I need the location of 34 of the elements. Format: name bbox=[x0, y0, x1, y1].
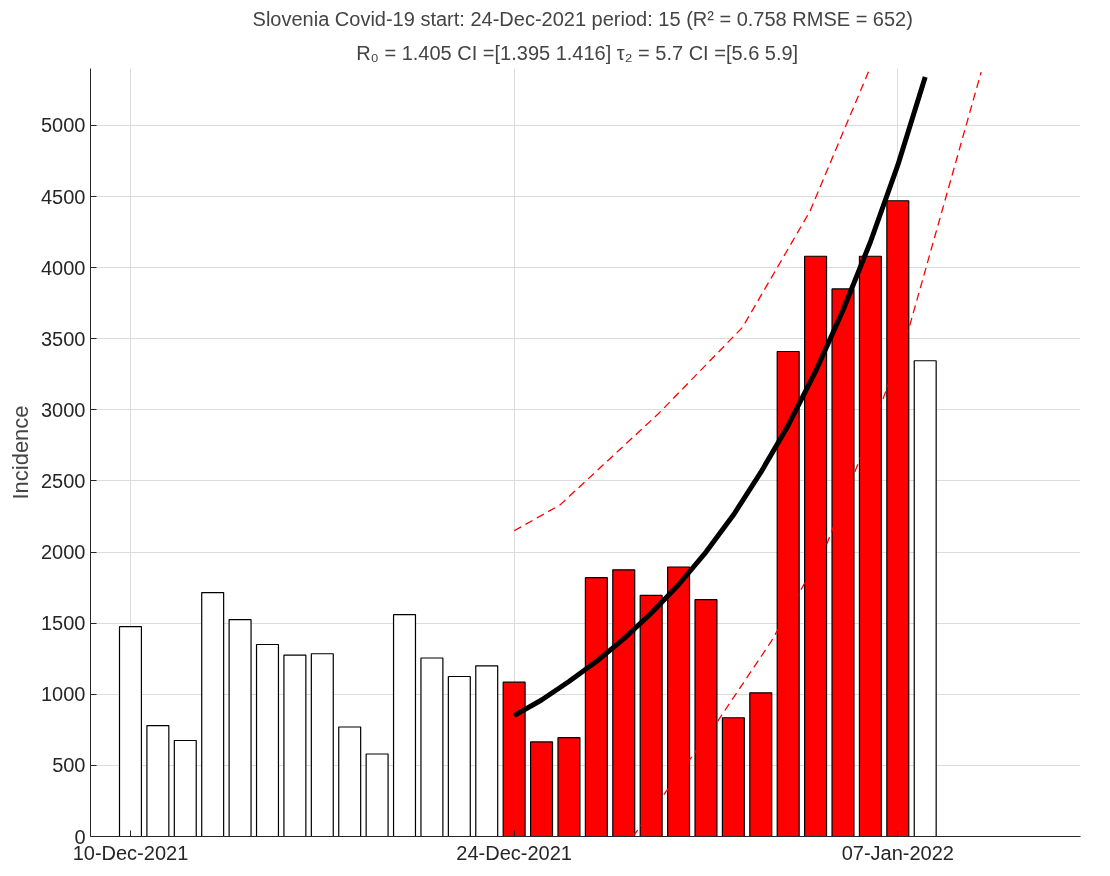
y-tick-label: 1500 bbox=[41, 612, 86, 635]
bar bbox=[475, 665, 499, 837]
y-tick-label: 3000 bbox=[41, 398, 86, 421]
bar bbox=[365, 753, 389, 837]
x-tick-label: 07-Jan-2022 bbox=[841, 841, 954, 864]
bar bbox=[338, 726, 362, 837]
bar bbox=[146, 724, 170, 837]
y-tick-label: 4500 bbox=[41, 185, 86, 208]
bar bbox=[447, 675, 471, 837]
y-axis-title: Incidence bbox=[8, 405, 34, 500]
bar bbox=[255, 643, 280, 837]
bar bbox=[118, 626, 143, 837]
chart-subtitle: R₀ = 1.405 CI =[1.395 1.416] τ₂ = 5.7 CI =[5.6 5.9] bbox=[356, 41, 799, 64]
y-tick-label: 2000 bbox=[41, 541, 86, 564]
line-series bbox=[513, 69, 870, 532]
chart-title: Slovenia Covid-19 start: 24-Dec-2021 period: 15 (R² = 0.758 RMSE = 652) bbox=[252, 7, 913, 30]
y-tick-label: 1000 bbox=[41, 683, 86, 706]
bar bbox=[283, 654, 307, 837]
bar bbox=[420, 657, 444, 837]
bar bbox=[228, 619, 252, 837]
bar bbox=[392, 614, 417, 837]
bar bbox=[557, 737, 581, 837]
y-tick-label: 4000 bbox=[41, 256, 86, 279]
y-tick-label: 500 bbox=[52, 754, 86, 777]
bar bbox=[310, 653, 334, 837]
bar bbox=[749, 692, 773, 837]
y-tick-label: 5000 bbox=[41, 114, 86, 137]
bar bbox=[913, 360, 937, 837]
y-tick-label: 3500 bbox=[41, 327, 86, 350]
bar bbox=[201, 591, 225, 837]
bar bbox=[173, 739, 197, 837]
x-tick-label: 24-Dec-2021 bbox=[456, 841, 572, 864]
y-tick-label: 2500 bbox=[41, 469, 86, 492]
bar bbox=[529, 741, 554, 837]
